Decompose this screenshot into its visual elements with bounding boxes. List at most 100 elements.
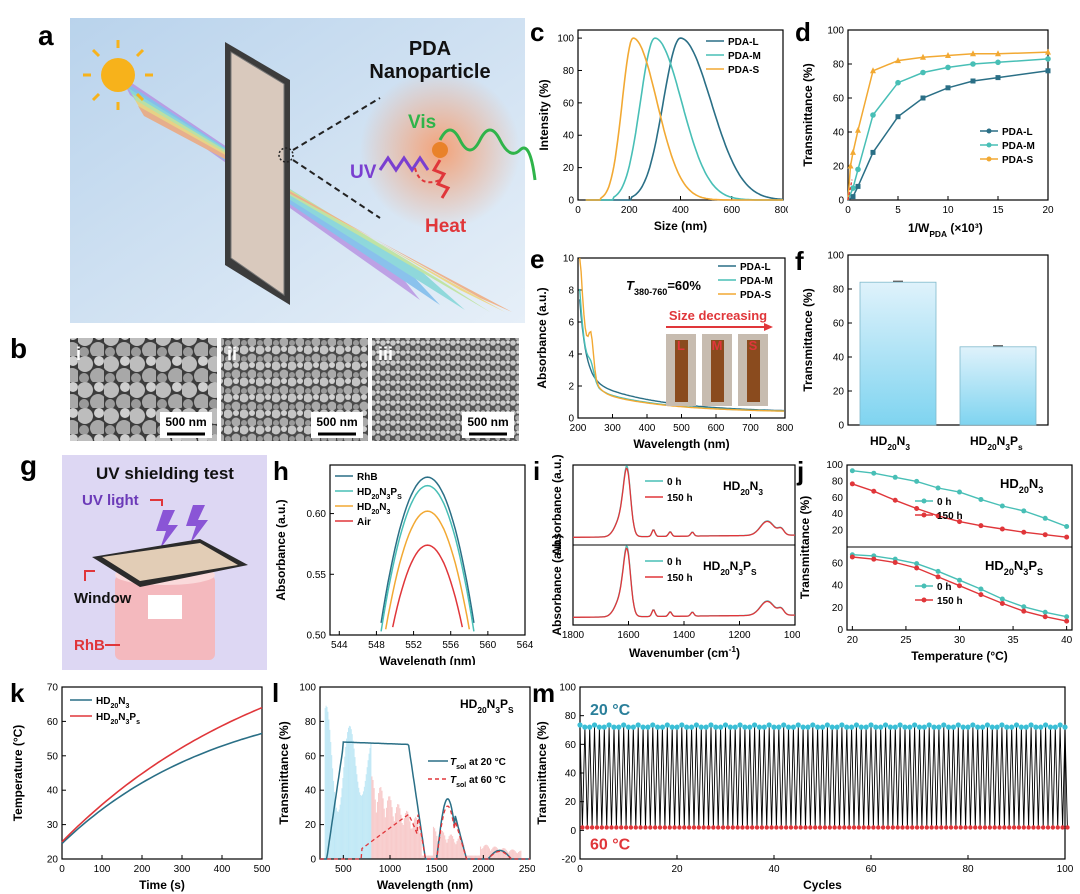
solar-spectrum-vis: [360, 795, 362, 859]
legend-label: PDA-S: [1002, 155, 1033, 166]
solar-spectrum-nir: [516, 853, 519, 859]
low-point: [919, 825, 925, 830]
legend-label: HD20N3PS: [357, 487, 402, 501]
solar-spectrum-nir: [496, 848, 498, 859]
high-point: [708, 722, 714, 728]
high-temp-label: 20 °C: [590, 702, 631, 719]
legend-label: 150 h: [937, 596, 963, 607]
chart-f: f 0 20 40 60 80 100 HD20N3 HD20N3Ps Transmittance…: [795, 246, 1049, 450]
svg-text:500 nm: 500 nm: [316, 415, 357, 429]
legend-label: Tsol at 20 °C: [450, 757, 506, 771]
solar-spectrum-vis: [343, 767, 345, 859]
series-line-HD20N3: [384, 510, 471, 630]
solar-spectrum-vis: [353, 748, 355, 859]
low-point: [876, 825, 881, 830]
solar-spectrum-vis: [341, 788, 343, 859]
x-tick-label: 2000: [472, 864, 495, 875]
solar-spectrum-nir: [431, 855, 433, 859]
low-point: [1007, 825, 1012, 830]
solar-spectrum-vis: [356, 774, 358, 859]
low-point: [779, 825, 784, 830]
high-point: [907, 724, 913, 730]
solar-spectrum-nir: [445, 839, 447, 859]
y-tick-label: 100: [827, 26, 844, 37]
solar-spectrum-nir: [478, 855, 480, 859]
solar-spectrum-vis: [337, 811, 339, 859]
solar-spectrum-nir: [479, 846, 482, 859]
low-point: [740, 825, 745, 830]
solar-spectrum-vis: [344, 756, 346, 859]
solar-spectrum-nir: [439, 833, 441, 859]
y-tick-label: 100: [557, 34, 574, 45]
solar-spectrum-nir: [476, 855, 478, 859]
pda-title-2: Nanoparticle: [369, 61, 490, 83]
data-point: [920, 53, 926, 60]
solar-spectrum-vis: [349, 726, 351, 859]
y-axis-label: Intensity (%): [537, 79, 551, 150]
svg-text:500 nm: 500 nm: [467, 415, 508, 429]
high-point: [596, 724, 602, 730]
solar-spectrum-nir: [460, 839, 463, 859]
solar-spectrum-nir: [390, 800, 392, 859]
low-point: [764, 825, 769, 830]
solar-spectrum-vis: [346, 738, 348, 859]
solar-spectrum-nir: [416, 817, 418, 859]
data-point: [935, 513, 941, 519]
data-point: [895, 114, 901, 120]
low-point: [735, 825, 740, 830]
solar-spectrum-nir: [457, 838, 459, 859]
high-point: [693, 722, 699, 728]
data-point: [995, 59, 1001, 66]
size-decreasing-label: Size decreasing: [669, 308, 767, 323]
data-point: [945, 64, 951, 71]
legend-label: PDA-S: [740, 290, 771, 301]
high-point: [1047, 724, 1054, 730]
low-point: [866, 825, 871, 830]
vial-label: S: [749, 338, 758, 353]
high-point: [897, 722, 903, 728]
y-tick-label: 60: [832, 493, 844, 504]
panel-g: UV shielding test UV light Window RhB: [62, 455, 267, 670]
low-point: [822, 825, 828, 830]
x-tick-label: 30: [954, 635, 966, 646]
y-tick-label: 80: [305, 717, 317, 728]
solar-spectrum-nir: [373, 788, 375, 859]
bar-0: [859, 281, 937, 426]
solar-spectrum-nir: [398, 804, 400, 859]
y-tick-label: 50: [47, 751, 59, 762]
high-point: [766, 722, 772, 728]
solar-spectrum-nir: [519, 851, 521, 859]
solar-spectrum-nir: [468, 855, 470, 859]
chart-d: d 0 5 10 15 20 0 20 40 60 80 100 PDA-L PDA-M PDA-S 1/WP…: [795, 17, 1054, 239]
low-point: [589, 825, 595, 830]
annotation-tsol: T380-760=60%: [626, 278, 701, 297]
high-point: [577, 722, 583, 728]
x-tick-label: 200: [134, 864, 151, 875]
solar-spectrum-vis: [348, 727, 349, 859]
solar-spectrum-vis: [333, 780, 335, 859]
solar-spectrum-nir: [509, 851, 511, 859]
high-point: [684, 724, 690, 730]
high-point: [635, 722, 641, 728]
y-tick-label: 40: [305, 786, 317, 797]
solar-spectrum-nir: [441, 830, 444, 859]
data-point: [849, 468, 855, 474]
x-tick-label: 35: [1008, 635, 1020, 646]
solar-spectrum-vis: [334, 801, 336, 859]
high-point: [819, 724, 826, 730]
low-point: [1011, 825, 1017, 830]
y-tick-label: 0: [838, 196, 844, 207]
solar-spectrum-nir: [502, 848, 504, 859]
high-point: [1038, 724, 1044, 730]
high-point: [1043, 722, 1049, 728]
legend-label: HD20N3Ps: [96, 712, 140, 726]
low-point: [924, 825, 929, 830]
solar-spectrum-nir: [407, 811, 409, 859]
solar-spectrum-nir: [371, 776, 373, 859]
solar-spectrum-nir: [513, 850, 515, 859]
y-axis-label: Transmittance (%): [277, 721, 291, 824]
high-point: [921, 724, 927, 730]
solar-spectrum-vis: [362, 794, 363, 859]
y-tick-label: 20: [563, 163, 575, 174]
subplot-title: HD20N3PS: [703, 559, 757, 577]
